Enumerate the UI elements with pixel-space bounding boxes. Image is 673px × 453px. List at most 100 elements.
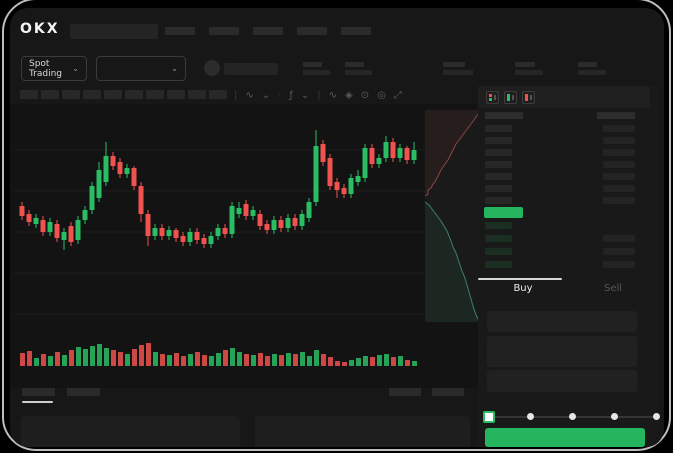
order-book-panel: Buy Sell (478, 86, 660, 447)
last-price-bar[interactable] (484, 207, 523, 218)
bottom-action-placeholder[interactable] (432, 388, 464, 396)
mode-lines (512, 94, 514, 101)
volume-bar (300, 352, 305, 366)
ask-row-price-placeholder (485, 161, 512, 168)
line-style-icon[interactable]: ∿ (245, 89, 254, 101)
pair-selector[interactable]: ⌄ (96, 56, 186, 81)
volume-bar (321, 354, 326, 366)
ask-row-price-placeholder (485, 137, 512, 144)
buy-button[interactable] (485, 428, 645, 447)
nav-item-placeholder[interactable] (341, 27, 371, 35)
tab-buy[interactable]: Buy (513, 282, 533, 294)
market-type-label: Spot Trading (29, 58, 63, 79)
candle-body (82, 210, 88, 220)
line (494, 94, 496, 96)
layers-icon[interactable]: ◈ (345, 89, 353, 101)
timeframe-placeholder[interactable] (20, 90, 38, 99)
separator: | (234, 89, 238, 101)
trade-input-placeholder[interactable] (487, 370, 637, 392)
volume-bar (412, 361, 417, 366)
volume-bar (363, 356, 368, 366)
candle-body (96, 170, 102, 198)
indicators-icon[interactable]: ƒ (289, 89, 293, 101)
nav-item-placeholder[interactable] (253, 27, 283, 35)
ask-row-amount-placeholder (603, 125, 635, 132)
candle-body (194, 232, 200, 240)
timeframe-placeholder[interactable] (83, 90, 101, 99)
stat-group-placeholder (515, 62, 543, 75)
volume-bar (370, 357, 375, 366)
settings-icon[interactable]: ◎ (377, 89, 386, 101)
search-input[interactable] (70, 24, 158, 39)
volume-bar (258, 353, 263, 366)
timeframe-placeholder[interactable] (209, 90, 227, 99)
timeframe-placeholder[interactable] (41, 90, 59, 99)
slider-stop[interactable] (610, 413, 618, 420)
candle-body (327, 158, 333, 186)
tab-sell[interactable]: Sell (603, 282, 623, 294)
slider-stop[interactable] (568, 413, 576, 420)
timeframe-placeholder[interactable] (125, 90, 143, 99)
ask-row-price-placeholder (485, 125, 512, 132)
orderbook-mode-split-icon[interactable] (486, 90, 499, 104)
candle-body (243, 204, 249, 216)
timeframe-placeholder[interactable] (62, 90, 80, 99)
volume-bar (405, 360, 410, 366)
candle-body (19, 206, 25, 216)
trade-input-placeholder[interactable] (487, 336, 637, 367)
stat-value-placeholder (515, 70, 543, 75)
chevron-down-icon: ⌄ (171, 64, 178, 73)
line (530, 98, 532, 100)
compare-icon[interactable]: ∿ (328, 89, 338, 101)
slider-handle[interactable] (483, 411, 495, 423)
volume-bar (293, 354, 298, 366)
orders-table-placeholder (21, 416, 240, 447)
volume-bar (384, 354, 389, 366)
line (530, 94, 532, 96)
volume-bar (223, 350, 228, 366)
bottom-action-placeholder[interactable] (389, 388, 421, 396)
timeframe-placeholder[interactable] (104, 90, 122, 99)
nav-item-placeholder[interactable] (209, 27, 239, 35)
volume-bar (90, 346, 95, 366)
bottom-tab-placeholder[interactable] (22, 388, 55, 396)
chevron-down-icon[interactable]: ⌄ (261, 89, 271, 101)
chart-tools: | ∿ ⌄ · ƒ ⌄ | ∿ ◈ ⊙ ◎ ⤢ (234, 87, 402, 103)
candle-body (348, 178, 354, 194)
candle-body (299, 214, 305, 226)
orderbook-mode-bids-icon[interactable] (504, 90, 517, 104)
nav-item-placeholder[interactable] (165, 27, 195, 35)
line (494, 96, 496, 98)
line (512, 94, 514, 96)
stat-label-placeholder (345, 62, 364, 67)
candle-body (390, 142, 396, 158)
fullscreen-icon[interactable]: ⤢ (393, 89, 402, 101)
slider-stop[interactable] (526, 413, 534, 420)
volume-bar (139, 345, 144, 366)
candle-body (229, 206, 235, 234)
trade-input-placeholder[interactable] (487, 311, 637, 332)
volume-bar (342, 362, 347, 366)
volume-bar (314, 350, 319, 366)
chevron-down-icon[interactable]: ⌄ (300, 89, 310, 101)
stat-group-placeholder (345, 62, 372, 75)
history-table-placeholder (255, 416, 470, 447)
orderbook-mode-asks-icon[interactable] (522, 90, 535, 104)
candle-body (124, 168, 130, 174)
line (512, 98, 514, 100)
bottom-tab-placeholder[interactable] (67, 388, 100, 396)
timeframe-placeholder[interactable] (167, 90, 185, 99)
nav-item-placeholder[interactable] (297, 27, 327, 35)
mode-lines (494, 94, 496, 101)
candle-body (166, 230, 172, 236)
market-type-selector[interactable]: Spot Trading ⌄ (21, 56, 87, 81)
slider-stop[interactable] (652, 413, 660, 420)
volume-bar (349, 360, 354, 366)
candle-body (369, 148, 375, 164)
timeframe-placeholder[interactable] (146, 90, 164, 99)
candle-body (40, 220, 46, 232)
timeframe-placeholder[interactable] (188, 90, 206, 99)
camera-icon[interactable]: ⊙ (360, 89, 370, 101)
candlestick-chart[interactable] (14, 108, 426, 338)
